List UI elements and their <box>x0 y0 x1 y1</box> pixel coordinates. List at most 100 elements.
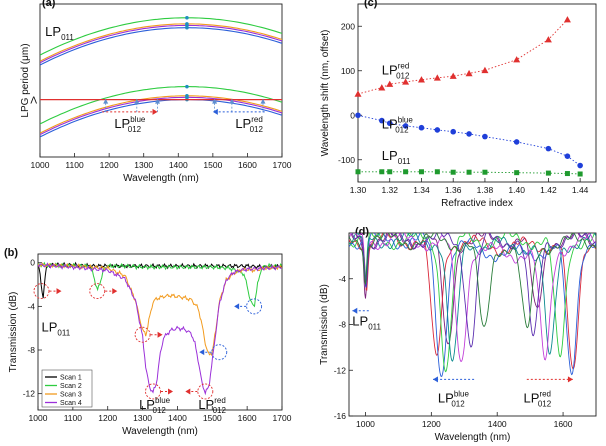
data-point-square <box>450 169 456 175</box>
y-tick-label: -12 <box>334 365 347 375</box>
mode-label-text: LPred 012 <box>198 396 226 415</box>
shift-arrow-head <box>168 388 174 395</box>
data-point-triangle <box>386 80 394 87</box>
dispersion-curve <box>40 86 282 125</box>
mode-label-text: LPred 012 <box>235 115 263 134</box>
data-point-circle <box>545 145 552 152</box>
dip-marker <box>246 298 263 315</box>
plot-frame <box>348 232 597 417</box>
x-tick-label: 1200 <box>100 160 119 170</box>
chart-panel-b: 1000 1100 1200 1300 1400 1500 1600 1700 0 -4 -8 -12… <box>4 247 292 437</box>
y-tick-label: 0 <box>30 258 35 268</box>
mode-label-base: LP <box>198 397 214 412</box>
mode-label-base: LP <box>235 116 251 131</box>
mode-label-sup: blue <box>398 116 414 125</box>
dip-marker <box>89 283 106 300</box>
mode-label: LP011 <box>352 314 381 332</box>
y-tick-label: -8 <box>338 320 346 330</box>
legend-entry: Scan 3 <box>60 392 82 399</box>
x-tick-label: 1300 <box>134 160 153 170</box>
mode-label-base: LP <box>382 148 398 163</box>
transmission-trace <box>349 233 596 373</box>
dip-marker <box>134 326 151 343</box>
data-point-square <box>482 169 488 175</box>
x-tick-label: 1.30 <box>350 185 367 195</box>
data-point-triangle <box>481 66 489 74</box>
shift-arrow-head <box>567 376 573 383</box>
transmission-trace <box>349 233 596 370</box>
mode-label-sub: 012 <box>128 125 142 134</box>
x-tick-label: 1200 <box>98 413 117 423</box>
legend-entry: Scan 4 <box>60 400 82 407</box>
x-tick-label: 1700 <box>273 160 292 170</box>
mode-label-base: LP <box>352 314 368 329</box>
data-point-circle <box>434 127 441 133</box>
transmission-trace <box>38 262 282 396</box>
mode-label-base: LP <box>382 117 398 132</box>
x-axis-label: Wavelength (nm) <box>123 173 199 184</box>
x-tick-label: 1.44 <box>572 185 589 195</box>
mode-label-sub: 012 <box>396 71 410 80</box>
mode-label-text: LPblue 012 <box>438 389 470 408</box>
y-axis-label: Wavelength shift (nm, offset) <box>320 30 331 157</box>
intersection-arrow <box>103 98 109 104</box>
x-tick-label: 1400 <box>168 413 187 423</box>
x-tick-label: 1400 <box>169 160 188 170</box>
shift-arrow-head <box>56 288 62 295</box>
data-point-triangle <box>449 72 457 79</box>
dip-marker <box>197 383 214 400</box>
transmission-trace <box>349 233 596 329</box>
mode-label-sub: 012 <box>153 406 167 415</box>
turn-point-dot <box>185 15 189 20</box>
shift-arrow-head <box>112 288 118 295</box>
mode-label-sub: 012 <box>451 399 465 408</box>
mode-label-text: LPred 012 <box>524 389 552 408</box>
data-point-circle <box>379 117 385 124</box>
mode-label-sub: 011 <box>398 157 411 166</box>
shift-arrow-head <box>152 108 158 115</box>
data-point-triangle <box>433 74 441 81</box>
data-point-square <box>434 169 440 175</box>
data-point-circle <box>482 133 488 140</box>
legend-entry: Scan 1 <box>60 375 82 382</box>
x-tick-label: 1.36 <box>445 185 462 195</box>
data-point-circle <box>450 128 457 135</box>
dip-marker <box>33 283 50 300</box>
x-axis-label: Wavelength (nm) <box>122 426 198 437</box>
x-tick-label: 1.34 <box>413 185 430 195</box>
x-axis-label: Refractive index <box>441 198 513 209</box>
data-point-square <box>577 171 583 177</box>
mode-label-text: LPred 012 <box>382 61 410 80</box>
shift-arrow-head <box>199 349 205 356</box>
data-point-square <box>564 171 570 177</box>
data-point-triangle <box>513 56 521 63</box>
x-tick-label: 1600 <box>238 160 257 170</box>
intersection-arrow <box>134 98 140 104</box>
mode-label-base: LP <box>382 62 398 77</box>
intersection-arrow <box>155 98 161 104</box>
mode-label: LPred 012 <box>235 115 263 134</box>
transmission-trace <box>349 233 596 362</box>
x-tick-label: 1.38 <box>477 185 494 195</box>
data-point-square <box>355 169 361 175</box>
mode-label: LPred 012 <box>524 389 552 408</box>
data-point-circle <box>402 123 409 129</box>
x-tick-label: 1000 <box>29 413 48 423</box>
panel-letter: (a) <box>42 0 56 9</box>
mode-label-sub: 012 <box>213 406 227 415</box>
mode-label-text: LPblue 012 <box>382 116 414 135</box>
dip-marker <box>145 383 161 400</box>
x-tick-label: 1000 <box>356 419 375 429</box>
data-point-circle <box>355 112 361 119</box>
mode-label-sup: red <box>251 115 263 124</box>
data-point-square <box>418 169 424 175</box>
y-axis-label: Transmission (dB) <box>319 284 330 365</box>
x-tick-label: 1500 <box>203 413 222 423</box>
mode-label-sub: 012 <box>395 126 409 135</box>
y-tick-label: 0 <box>350 110 355 120</box>
mode-label-base: LP <box>524 390 540 405</box>
data-point-square <box>545 170 551 176</box>
x-tick-label: 1.40 <box>508 185 525 195</box>
y-tick-label: -8 <box>27 345 35 355</box>
data-point-triangle <box>465 69 473 77</box>
